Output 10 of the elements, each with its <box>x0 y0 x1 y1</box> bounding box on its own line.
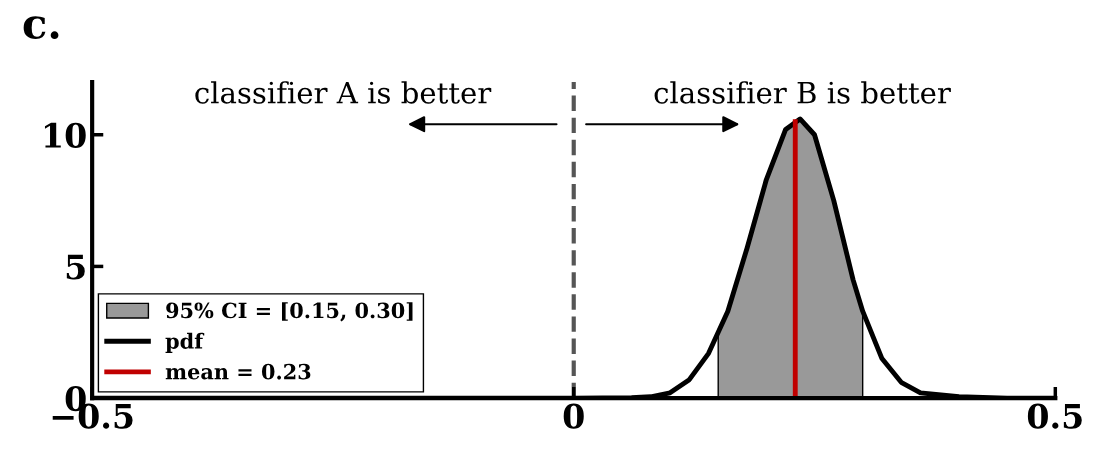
annotation: classifier A is better <box>195 81 492 104</box>
legend-label: 95% CI = [0.15, 0.30] <box>166 302 413 322</box>
x-tick-label: 0 <box>563 403 584 429</box>
y-tick-label: 10 <box>44 122 86 148</box>
annotation: classifier B is better <box>654 81 951 104</box>
x-tick-label: 0.5 <box>1027 403 1082 429</box>
legend-label: pdf <box>165 332 205 353</box>
legend-label: mean = 0.23 <box>165 363 311 380</box>
chart-title: c. <box>23 16 59 40</box>
y-tick-label: 5 <box>66 254 85 280</box>
